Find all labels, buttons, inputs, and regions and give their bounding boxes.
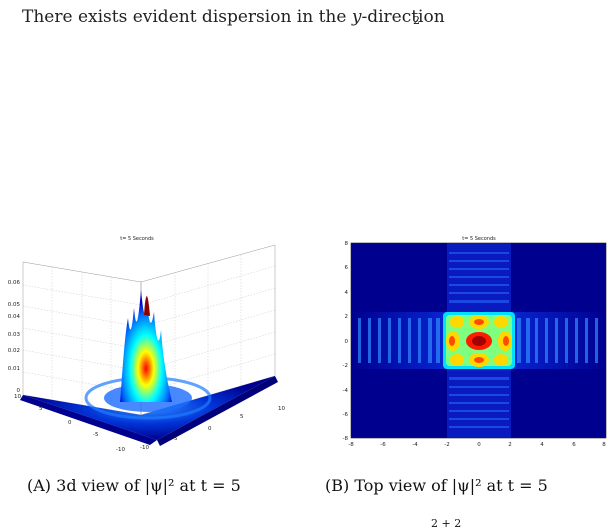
right-tick: 5: [240, 414, 244, 420]
z-tick: 0.04: [8, 314, 21, 320]
y-tick: 8: [345, 241, 349, 247]
z-tick: 0.06: [8, 280, 21, 286]
heatmap-frame: [350, 242, 607, 439]
right-tick: -10: [140, 445, 149, 451]
caption-b-label: (B): [325, 476, 350, 495]
y-tick: 6: [345, 265, 349, 271]
caption-b: (B) Top view of |ψ|² at t = 5: [325, 476, 548, 495]
y-tick: -6: [343, 412, 349, 418]
right-tick: 0: [208, 426, 212, 432]
figure-b-title: t= 5 Seconds: [462, 236, 496, 242]
right-tick: -5: [172, 436, 178, 442]
caption-a-label: (A): [27, 476, 52, 495]
horizontal-band-stripes: [358, 318, 598, 363]
figure-a-3d-plot: t= 5 Seconds 0.06 0.05 0.04: [8, 236, 286, 453]
cut-subscript: 2: [413, 14, 420, 27]
surface-floor: [23, 376, 275, 440]
y-tick: -8: [343, 436, 349, 442]
y-tick: -2: [343, 363, 348, 369]
left-axis-ticks: 10 5 0 -5 -10: [14, 394, 125, 453]
z-tick: 0.02: [8, 348, 20, 354]
x-tick: 6: [572, 442, 576, 448]
x-tick: 8: [602, 442, 606, 448]
x-tick: -6: [380, 442, 386, 448]
y-tick: -4: [343, 388, 349, 394]
x-tick: 4: [540, 442, 544, 448]
sentence-end: -direction: [361, 7, 445, 27]
caption-b-text: Top view of |ψ|² at t = 5: [354, 476, 548, 495]
figure-a-title: t= 5 Seconds: [120, 236, 154, 242]
left-tick: 5: [39, 406, 43, 412]
dispersion-sentence: There exists evident dispersion in the y…: [22, 7, 445, 27]
y-tick: 4: [345, 290, 349, 296]
x-tick: -2: [444, 442, 449, 448]
y-tick: 2: [345, 314, 349, 320]
cut-bottom-formula: 2 + 2: [431, 517, 462, 530]
left-tick: 10: [14, 394, 21, 400]
surface-peaks: [120, 290, 172, 402]
y-tick: 0: [345, 339, 349, 345]
grid-lines: [22, 255, 276, 410]
left-tick: -5: [93, 432, 99, 438]
sentence-variable: y: [351, 7, 362, 27]
caption-a-text: 3d view of |ψ|² at t = 5: [56, 476, 241, 495]
surface-edge-left: [20, 395, 157, 445]
caption-a: (A) 3d view of |ψ|² at t = 5: [27, 476, 241, 495]
z-tick: 0.03: [8, 332, 21, 338]
z-tick: 0: [17, 388, 21, 394]
z-axis-ticks: 0.06 0.05 0.04 0.03 0.02 0.01 0: [8, 280, 21, 394]
figure-b-top-view: t= 5 Seconds: [343, 236, 607, 448]
right-tick: 10: [278, 406, 285, 412]
left-tick: 0: [68, 420, 72, 426]
sentence-start: There exists evident dispersion in the: [22, 7, 352, 27]
lobe-centers: [449, 319, 509, 363]
right-axis-ticks: -10 -5 0 5 10: [140, 406, 285, 451]
z-tick: 0.05: [8, 302, 21, 308]
z-tick: 0.01: [8, 366, 20, 372]
truncated-top-line: .: [22, 0, 28, 11]
central-peak-tip: [144, 296, 150, 316]
x-tick: -8: [348, 442, 354, 448]
surface-edge-right: [157, 376, 278, 446]
central-peak-core: [472, 336, 486, 346]
y-axis-ticks: 8 6 4 2 0 -2 -4 -6 -8: [343, 241, 349, 442]
x-axis-ticks: -8 -6 -4 -2 0 2 4 6 8: [348, 442, 606, 448]
x-tick: -4: [412, 442, 418, 448]
left-tick: -10: [116, 447, 125, 453]
x-tick: 2: [508, 442, 512, 448]
x-tick: 0: [477, 442, 481, 448]
vertical-band-stripes: [449, 252, 509, 428]
